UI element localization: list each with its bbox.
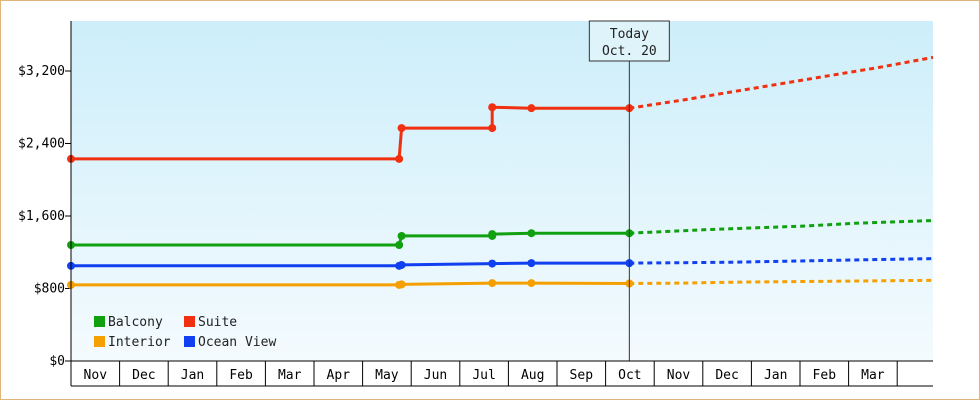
series-balcony <box>67 219 934 249</box>
data-point <box>488 279 497 288</box>
series-layer <box>67 55 934 289</box>
month-label: Oct <box>618 368 641 383</box>
today-date: Oct. 20 <box>602 44 657 59</box>
month-label: Feb <box>813 368 837 383</box>
month-label: Jan <box>181 368 204 383</box>
y-tick-label: $0 <box>49 354 65 369</box>
today-label: Today <box>610 27 649 42</box>
month-label: Jun <box>424 368 447 383</box>
month-label: Jan <box>764 368 787 383</box>
month-label: Nov <box>667 368 691 383</box>
price-line <box>71 281 630 287</box>
plot-background <box>71 21 933 361</box>
data-point <box>527 259 536 268</box>
legend-swatch <box>184 316 195 327</box>
month-label: Dec <box>132 368 155 383</box>
data-point <box>488 230 497 239</box>
data-point <box>527 279 536 288</box>
legend-item: Balcony <box>94 315 163 330</box>
legend-label: Ocean View <box>198 335 276 350</box>
legend-swatch <box>94 336 105 347</box>
month-label: Mar <box>278 368 302 383</box>
data-point <box>527 104 536 113</box>
month-label: Jul <box>472 368 495 383</box>
month-label: May <box>375 368 399 383</box>
month-label: Mar <box>861 368 885 383</box>
today-marker: Today Oct. 20 <box>588 20 670 361</box>
data-point <box>488 124 497 133</box>
series-suite <box>67 55 934 163</box>
y-tick-label: $800 <box>34 282 65 297</box>
month-label: Dec <box>715 368 738 383</box>
data-point <box>488 259 497 268</box>
legend-swatch <box>184 336 195 347</box>
legend-label: Interior <box>108 335 171 350</box>
month-label: Nov <box>84 368 108 383</box>
legend-label: Suite <box>198 315 237 330</box>
month-label: Sep <box>570 368 594 383</box>
price-line <box>71 261 630 268</box>
legend-item: Interior <box>94 335 171 350</box>
axes <box>70 21 933 386</box>
month-label: Apr <box>327 368 351 383</box>
today-box <box>588 20 670 62</box>
series-ocean-view <box>67 257 934 270</box>
data-point <box>397 124 406 133</box>
data-point <box>395 241 404 249</box>
y-tick-label: $3,200 <box>18 64 65 79</box>
data-point <box>488 103 497 112</box>
forecast-line <box>629 55 934 110</box>
legend: Balcony Suite Interior Ocean View <box>94 315 276 350</box>
month-axis: Nov Dec Jan Feb Mar Apr May Jun Jul Aug Sep Oct Nov D… <box>70 361 933 387</box>
data-point <box>397 280 406 289</box>
y-axis-ticks: $0 $800 $1,600 $2,400 $3,200 <box>18 64 71 369</box>
legend-swatch <box>94 316 105 327</box>
y-tick-label: $2,400 <box>18 137 65 152</box>
legend-label: Balcony <box>108 315 163 330</box>
data-point <box>395 154 404 163</box>
month-label: Aug <box>521 368 544 383</box>
data-point <box>397 260 406 269</box>
month-label: Feb <box>229 368 253 383</box>
legend-item: Suite <box>184 315 237 330</box>
forecast-line <box>629 219 934 235</box>
y-tick-label: $1,600 <box>18 209 65 224</box>
data-point <box>527 229 536 238</box>
legend-item: Ocean View <box>184 335 276 350</box>
data-point <box>397 231 406 240</box>
